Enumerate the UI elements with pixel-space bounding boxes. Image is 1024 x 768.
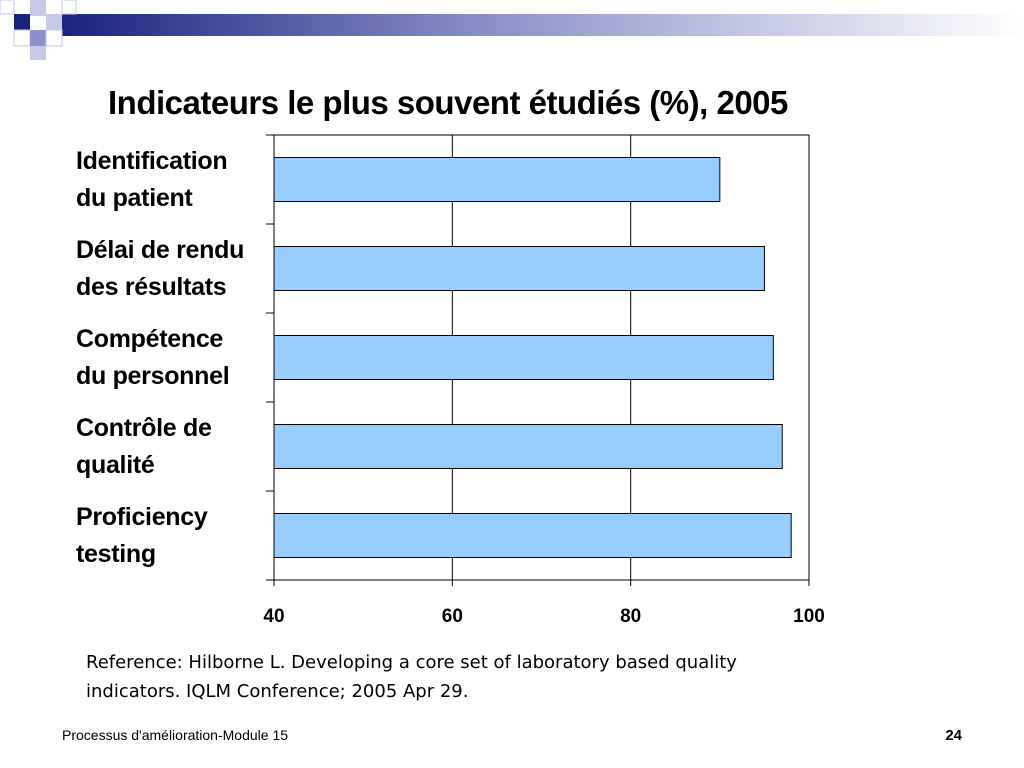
footer-text: Processus d'amélioration-Module 15 (62, 727, 289, 743)
page-number: 24 (945, 727, 962, 744)
chart-title: Indicateurs le plus souvent étudiés (%),… (108, 84, 788, 121)
deco-square (14, 14, 30, 30)
bar (273, 424, 783, 469)
deco-square (30, 46, 46, 60)
x-tick-label: 100 (793, 606, 825, 627)
category-label: Contrôle de qualité (76, 410, 276, 484)
reference-text: Reference: Hilborne L. Developing a core… (86, 648, 966, 706)
category-label-line: du patient (76, 183, 193, 212)
category-label-line: des résultats (76, 272, 227, 301)
category-label-line: testing (76, 539, 156, 568)
deco-square (45, 29, 63, 47)
category-label: Proficiency testing (76, 499, 276, 573)
category-label: Délai de rendu des résultats (76, 232, 276, 306)
x-tick-label: 60 (442, 606, 463, 627)
category-label-line: qualité (76, 450, 155, 479)
category-label-line: Contrôle de (76, 413, 212, 442)
bar (273, 335, 774, 380)
reference-line: Reference: Hilborne L. Developing a core… (86, 652, 737, 673)
category-label-line: Délai de rendu (76, 235, 245, 264)
category-label: Compétence du personnel (76, 321, 276, 395)
x-tick-label: 40 (263, 606, 284, 627)
x-tick-label: 80 (620, 606, 641, 627)
category-label-line: Identification (76, 146, 228, 175)
bar (273, 513, 792, 558)
deco-square (46, 14, 62, 30)
category-label-line: du personnel (76, 361, 230, 390)
deco-square (0, 0, 15, 15)
category-label: Identification du patient (76, 143, 276, 217)
category-label-line: Proficiency (76, 502, 208, 531)
deco-square (61, 0, 77, 15)
reference-line: indicators. IQLM Conference; 2005 Apr 29… (86, 681, 469, 702)
deco-square (30, 0, 46, 16)
bar (273, 157, 721, 202)
bar (273, 246, 765, 291)
deco-square (30, 30, 46, 46)
category-label-line: Compétence (76, 324, 224, 353)
header-gradient-band (60, 14, 1024, 36)
bar-chart: 40 60 80 100 (263, 134, 825, 627)
header-decoration (0, 0, 1024, 60)
